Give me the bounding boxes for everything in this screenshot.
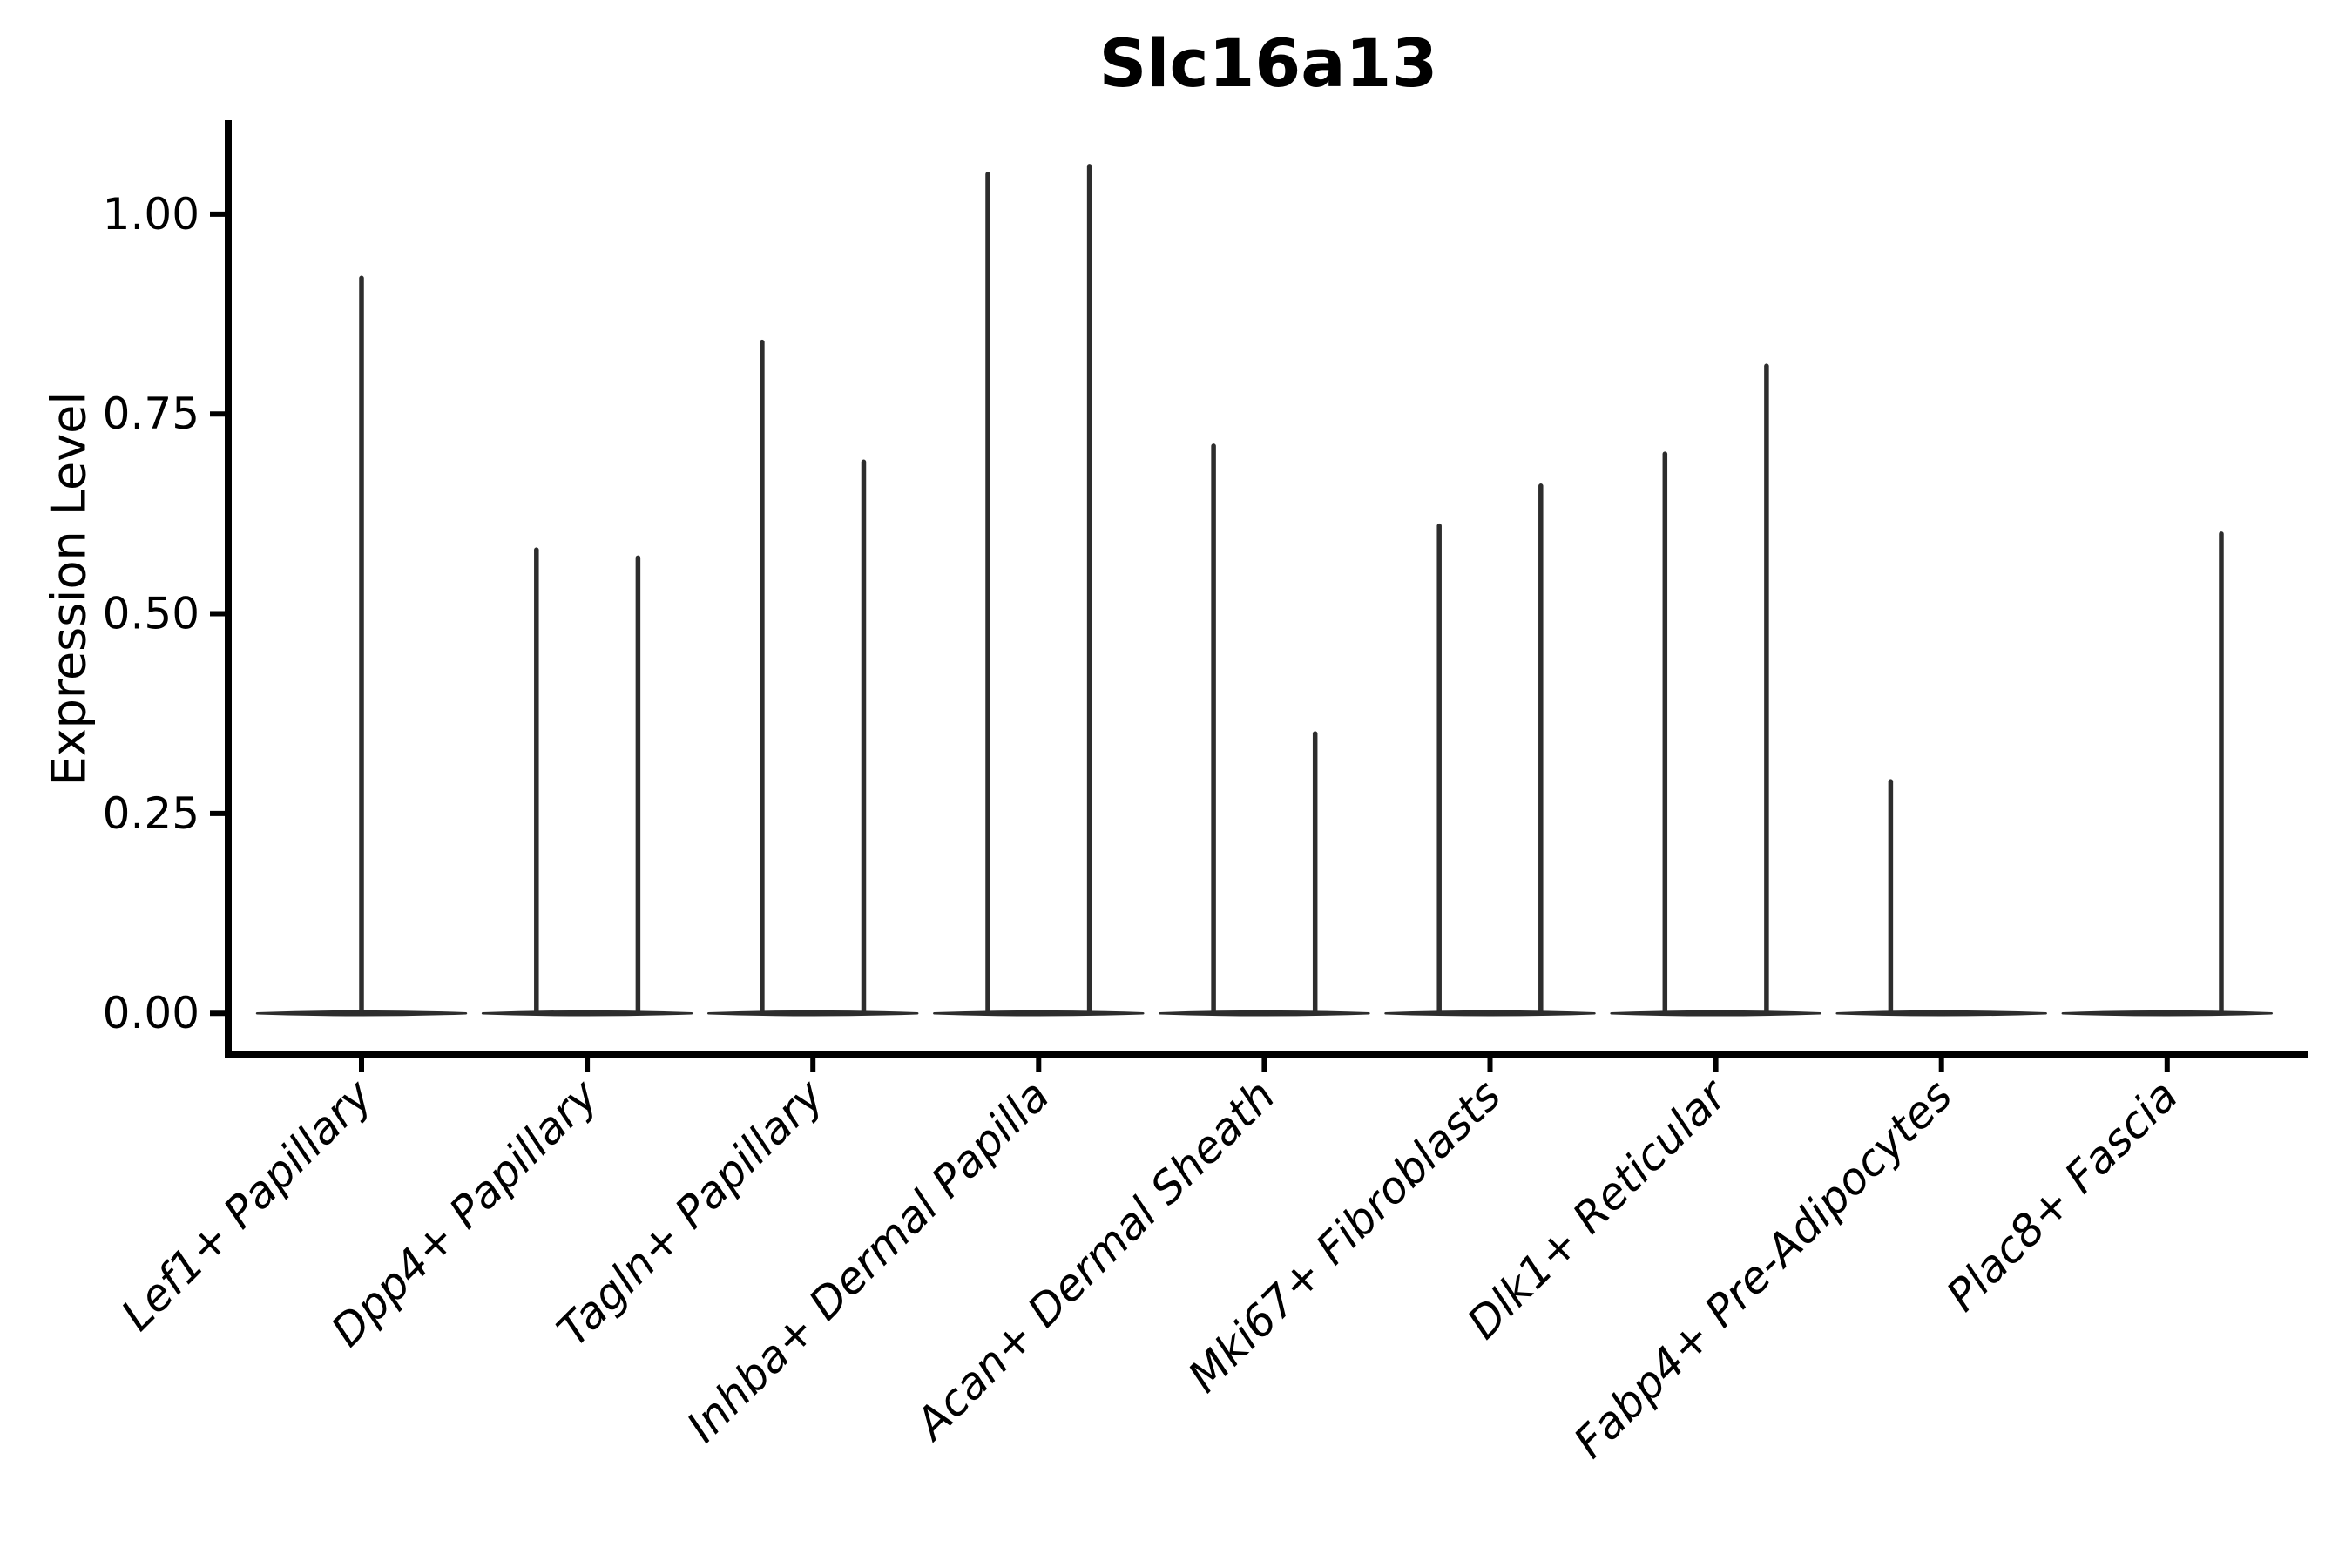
y-tick-label: 0.25: [103, 788, 199, 839]
violin: [933, 164, 1145, 1017]
violin: [1835, 779, 2047, 1017]
y-tick-label: 0.00: [103, 988, 199, 1038]
violin: [2061, 531, 2274, 1017]
y-tick-label: 0.75: [103, 389, 199, 439]
violin-base: [706, 1010, 919, 1017]
violin: [1384, 483, 1596, 1017]
violin-base: [2061, 1010, 2274, 1017]
x-tick-label: Plac8+ Fascia: [1936, 1070, 2187, 1321]
violins-layer: [255, 164, 2274, 1017]
x-tick-label: Acan+ Dermal Sheath: [904, 1070, 1285, 1450]
violin-base: [1384, 1010, 1596, 1017]
chart-title: Slc16a13: [1098, 24, 1438, 102]
violin-base: [1159, 1010, 1370, 1017]
violin-base: [481, 1010, 693, 1017]
violin-base: [1610, 1010, 1821, 1017]
violin-base: [933, 1010, 1145, 1017]
violin: [1610, 363, 1821, 1017]
axes-layer: [210, 120, 2308, 1072]
violin: [255, 275, 468, 1017]
violin: [1159, 443, 1370, 1017]
y-tick-label: 1.00: [103, 189, 199, 240]
violin: [706, 339, 919, 1017]
y-tick-label: 0.50: [103, 589, 199, 639]
x-tick-label: Fabp4+ Pre-Adipocytes: [1565, 1070, 1963, 1468]
x-tick-label: Inhba+ Dermal Papilla: [677, 1070, 1058, 1451]
violin-base: [1835, 1010, 2047, 1017]
violin: [481, 547, 693, 1017]
